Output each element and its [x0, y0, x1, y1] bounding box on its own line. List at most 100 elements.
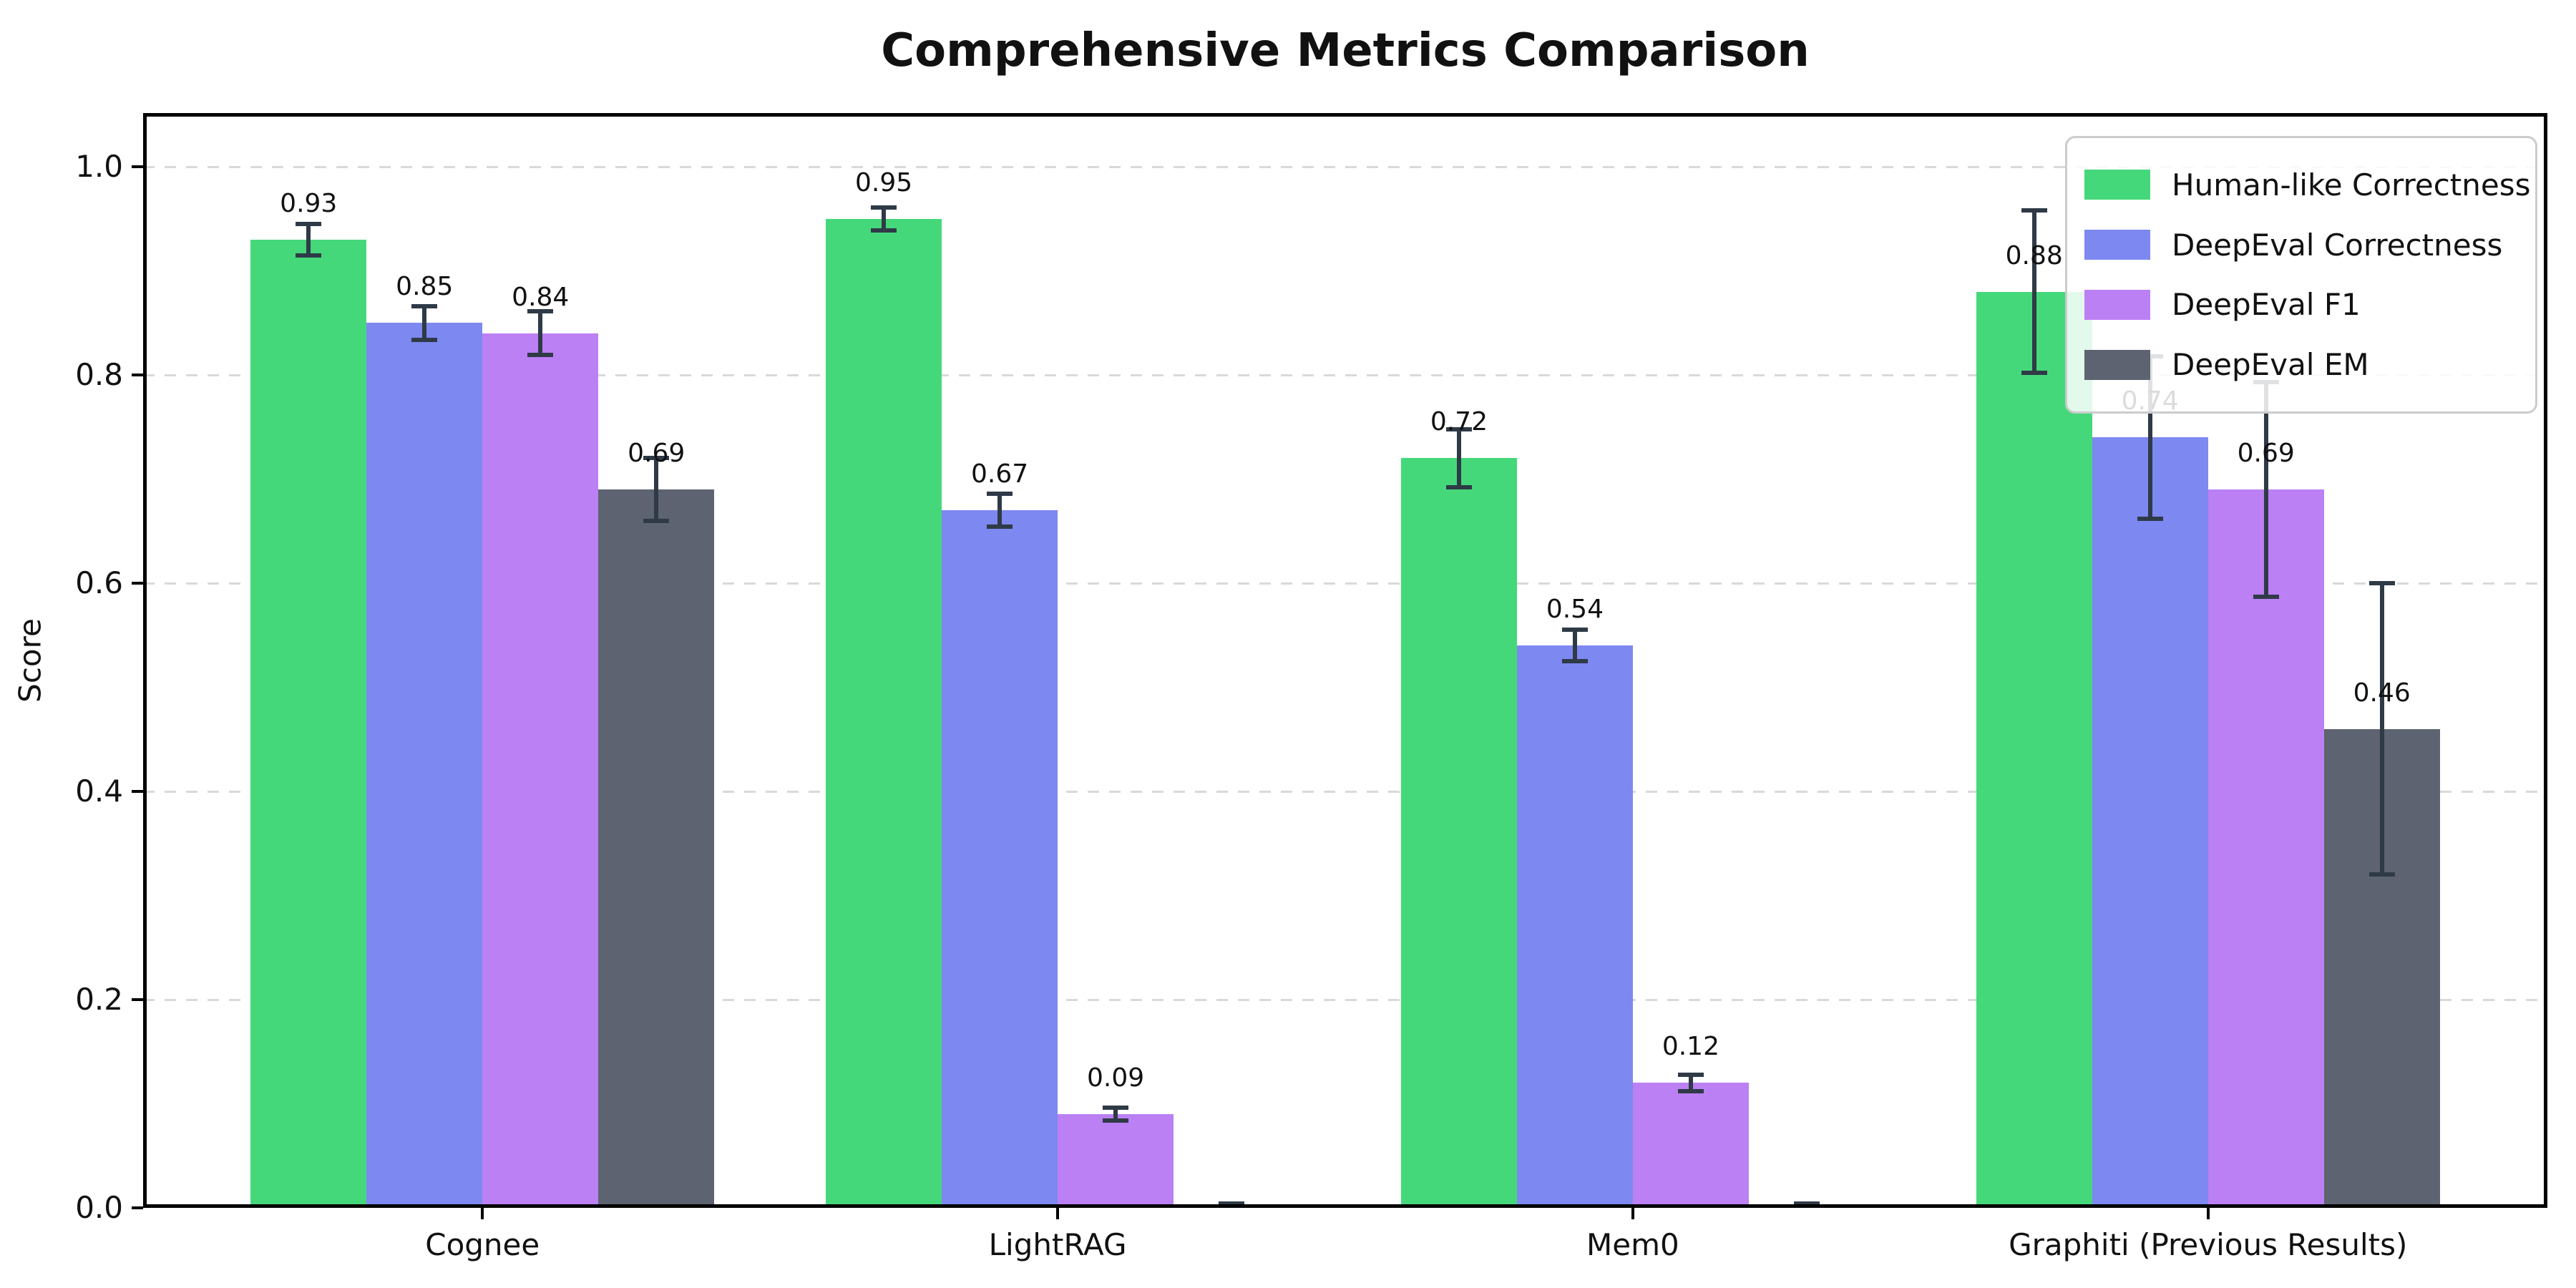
- legend-item: DeepEval EM: [2084, 347, 2518, 382]
- legend-item: Human-like Correctness: [2084, 167, 2531, 203]
- value-label: 0.67: [971, 459, 1029, 489]
- value-label: 0.46: [2353, 678, 2411, 708]
- y-tick-label: 1.0: [75, 149, 123, 184]
- error-bar-cap: [1445, 426, 1472, 431]
- error-bar-cap: [643, 518, 670, 523]
- error-bar-line: [2379, 583, 2384, 875]
- x-tick-label: LightRAG: [988, 1227, 1127, 1262]
- error-bar-cap: [2137, 516, 2163, 521]
- y-tick-label: 0.6: [75, 565, 123, 600]
- legend-label: DeepEval F1: [2172, 287, 2361, 323]
- error-bar-line: [654, 458, 659, 521]
- gridline: [143, 374, 2547, 376]
- bar: [1400, 458, 1517, 1208]
- value-label: 0.54: [1546, 595, 1604, 625]
- error-bar-cap: [1677, 1072, 1704, 1077]
- error-bar-cap: [2253, 594, 2279, 599]
- gridline: [143, 582, 2547, 585]
- value-label: 0.69: [2237, 439, 2295, 469]
- error-bar-line: [306, 224, 311, 255]
- error-bar-line: [882, 207, 887, 230]
- y-tick-label: 0.2: [75, 982, 123, 1017]
- error-bar-cap: [1793, 1201, 1820, 1206]
- error-bar-cap: [1103, 1118, 1129, 1123]
- gridline: [143, 790, 2547, 793]
- error-bar-cap: [1445, 485, 1472, 490]
- error-bar-cap: [1561, 628, 1588, 633]
- legend: Human-like Correctness DeepEval Correctne…: [2065, 136, 2537, 414]
- bar: [250, 239, 367, 1208]
- x-tick: [1631, 1208, 1634, 1219]
- error-bar-cap: [1561, 659, 1588, 664]
- y-tick: [132, 998, 143, 1001]
- value-label: 0.72: [1430, 407, 1488, 437]
- error-bar-line: [1456, 429, 1461, 488]
- error-bar-line: [538, 311, 543, 356]
- error-bar-line: [2147, 356, 2152, 519]
- legend-label: DeepEval Correctness: [2172, 227, 2503, 263]
- bar: [1058, 1114, 1174, 1208]
- x-tick: [2206, 1208, 2210, 1219]
- gridline: [143, 998, 2547, 1001]
- value-label: 0.69: [628, 439, 686, 469]
- chart-title: Comprehensive Metrics Comparison: [881, 24, 1810, 77]
- value-label: 0.12: [1662, 1032, 1719, 1062]
- error-bar-cap: [2368, 872, 2395, 877]
- error-bar-line: [2263, 382, 2268, 597]
- x-tick-label: Mem0: [1586, 1227, 1679, 1262]
- error-bar-cap: [296, 253, 322, 258]
- error-bar-cap: [411, 337, 438, 342]
- error-bar-line: [1113, 1108, 1118, 1121]
- legend-item: DeepEval F1: [2084, 287, 2518, 322]
- legend-swatch: [2084, 289, 2150, 320]
- error-bar-cap: [527, 353, 554, 358]
- y-tick: [132, 582, 143, 585]
- error-bar-cap: [411, 303, 438, 308]
- error-bar-line: [2031, 210, 2036, 374]
- axis-spine-right: [2544, 113, 2547, 1208]
- error-bar-cap: [1219, 1201, 1245, 1206]
- legend-label: Human-like Correctness: [2172, 167, 2531, 203]
- x-tick: [1056, 1208, 1060, 1219]
- error-bar-cap: [987, 525, 1013, 530]
- x-tick-label: Graphiti (Previous Results): [2009, 1227, 2408, 1262]
- legend-swatch: [2084, 170, 2150, 200]
- value-label: 0.09: [1087, 1063, 1145, 1093]
- legend-swatch: [2084, 349, 2150, 380]
- legend-label: DeepEval EM: [2172, 347, 2369, 383]
- error-bar-line: [422, 306, 427, 340]
- y-tick: [132, 790, 143, 793]
- x-tick-label: Cognee: [425, 1227, 540, 1262]
- error-bar-line: [1688, 1074, 1693, 1092]
- bar: [826, 218, 942, 1208]
- y-tick: [132, 165, 143, 168]
- axis-spine-top: [143, 113, 2547, 117]
- error-bar-cap: [1103, 1106, 1129, 1111]
- value-label: 0.95: [855, 167, 913, 197]
- y-tick-label: 0.0: [75, 1190, 123, 1225]
- legend-swatch: [2084, 230, 2150, 260]
- value-label: 0.84: [512, 282, 570, 312]
- value-label: 0.85: [396, 272, 454, 302]
- error-bar-cap: [1677, 1089, 1704, 1094]
- legend-item: DeepEval Correctness: [2084, 228, 2518, 263]
- bar: [942, 510, 1058, 1208]
- axis-spine-bottom: [143, 1204, 2547, 1208]
- error-bar-cap: [643, 456, 670, 461]
- error-bar-cap: [296, 222, 322, 227]
- y-tick-label: 0.8: [75, 357, 123, 392]
- error-bar-cap: [2021, 371, 2047, 376]
- bar: [1976, 291, 2092, 1208]
- y-axis-label: Score: [12, 618, 48, 703]
- x-tick: [481, 1208, 484, 1219]
- bar: [366, 323, 483, 1208]
- error-bar-cap: [527, 309, 554, 314]
- error-bar-cap: [871, 205, 897, 210]
- error-bar-line: [997, 493, 1002, 527]
- bar: [482, 333, 599, 1208]
- error-bar-cap: [2021, 208, 2047, 213]
- gridline: [143, 165, 2547, 168]
- bar: [2207, 489, 2324, 1208]
- value-label: 0.93: [280, 188, 338, 218]
